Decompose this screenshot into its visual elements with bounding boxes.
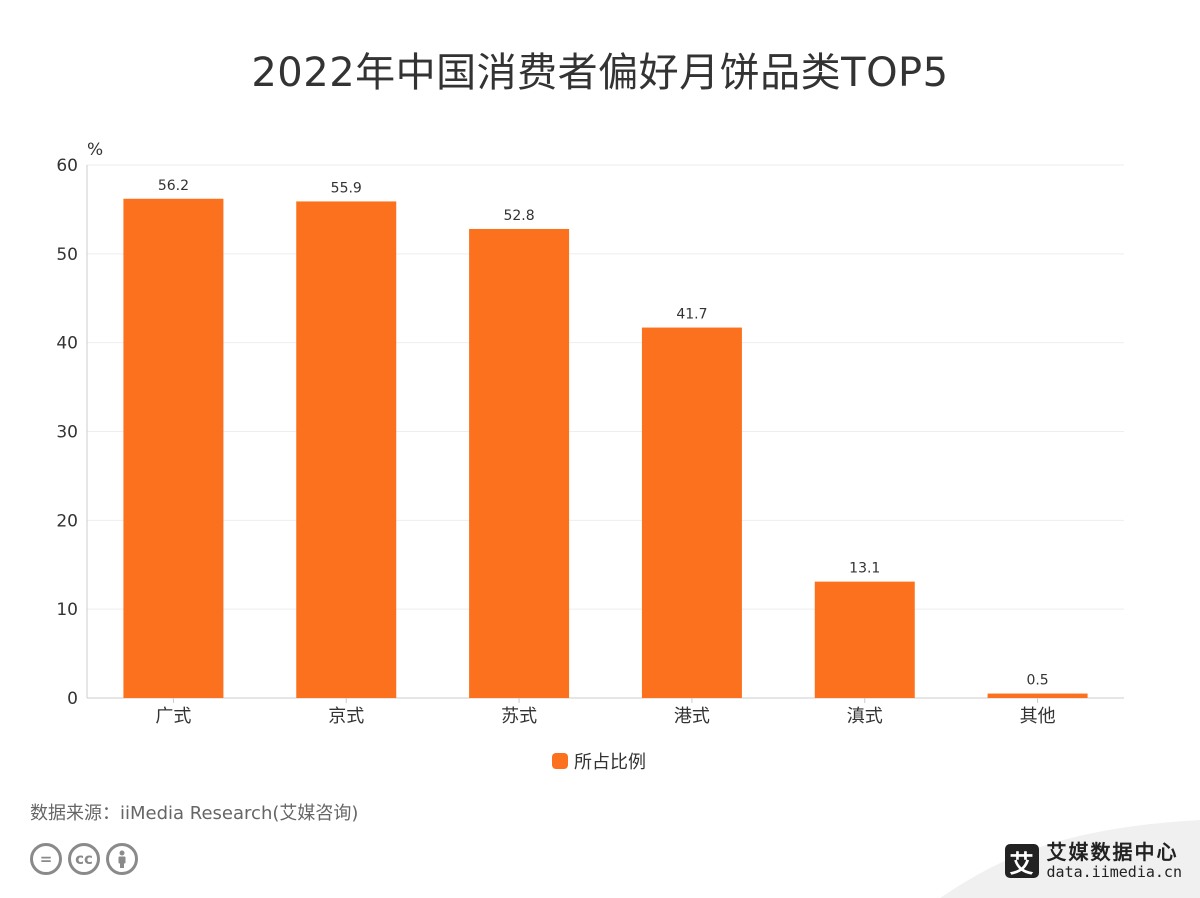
bar	[296, 201, 397, 698]
bar-value-label: 13.1	[849, 561, 880, 577]
x-tick-label: 滇式	[847, 706, 883, 727]
x-tick-label: 京式	[328, 706, 364, 727]
x-tick-label: 港式	[674, 706, 710, 727]
bar	[987, 693, 1088, 698]
y-tick-label: 30	[56, 423, 78, 443]
x-tick-label: 广式	[155, 706, 191, 727]
y-tick-label: 60	[56, 156, 78, 176]
brand-name: 艾媒数据中心	[1046, 840, 1179, 864]
source-note: 数据来源：iiMedia Research(艾媒咨询)	[30, 803, 359, 824]
license-icons: = cc	[30, 843, 138, 875]
bar	[123, 198, 224, 699]
cc-icon: cc	[68, 843, 100, 875]
bar	[641, 327, 742, 698]
person-icon	[106, 843, 138, 875]
legend-swatch	[552, 753, 568, 769]
y-tick-label: 0	[67, 689, 78, 709]
bar-value-label: 56.2	[158, 178, 189, 194]
x-tick-label: 苏式	[501, 706, 537, 727]
bar-value-label: 55.9	[331, 180, 362, 196]
bar-value-label: 0.5	[1026, 673, 1048, 689]
brand-logo: 艾 艾媒数据中心 data.iimedia.cn	[1004, 840, 1182, 881]
y-tick-label: 50	[56, 245, 78, 265]
brand-background-shape	[940, 820, 1200, 898]
y-tick-label: 40	[56, 334, 78, 354]
brand-mark-icon: 艾	[1004, 844, 1039, 878]
y-axis-unit: %	[87, 140, 103, 160]
equals-icon: =	[30, 843, 62, 875]
y-tick-label: 10	[56, 600, 78, 620]
x-tick-label: 其他	[1020, 706, 1056, 727]
brand-url: data.iimedia.cn	[1046, 863, 1182, 881]
bar	[469, 228, 570, 698]
bar-value-label: 41.7	[676, 307, 707, 323]
bar	[814, 581, 915, 698]
bar-value-label: 52.8	[503, 208, 534, 224]
legend-label: 所占比例	[574, 752, 646, 773]
y-tick-label: 20	[56, 511, 78, 531]
bar-chart: 0 10 20 30 40 50 60% 56.2 广式 55.9 京式 52.8 苏式 41.7 港式 13…	[56, 140, 1124, 773]
chart-title: 2022年中国消费者偏好月饼品类TOP5	[251, 50, 949, 96]
